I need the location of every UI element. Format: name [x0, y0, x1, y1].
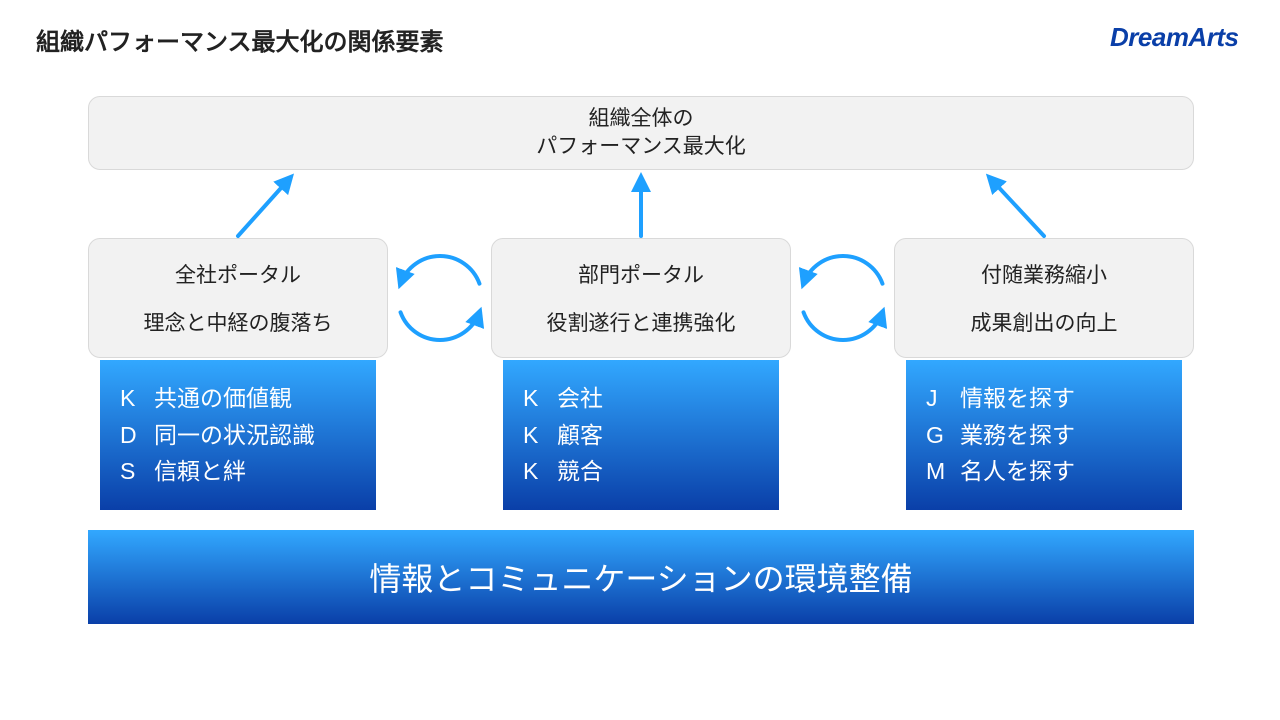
slide: 組織パフォーマンス最大化の関係要素 DreamArts 組織全体の パフォーマン… [0, 0, 1280, 720]
blue-1-row-0: K会社 [523, 380, 779, 417]
blue-0-row-1: D同一の状況認識 [120, 417, 376, 454]
pillar-2-line2: 成果創出の向上 [971, 307, 1118, 337]
pillar-1-line2: 役割遂行と連携強化 [547, 307, 736, 337]
blue-box-1: K会社 K顧客 K競合 [503, 360, 779, 510]
foundation-bar: 情報とコミュニケーションの環境整備 [88, 530, 1194, 624]
pillar-1-line1: 部門ポータル [578, 259, 704, 289]
blue-2-row-0: J情報を探す [926, 380, 1182, 417]
blue-0-row-2: S信頼と絆 [120, 453, 376, 490]
blue-1-row-2: K競合 [523, 453, 779, 490]
page-title: 組織パフォーマンス最大化の関係要素 [36, 22, 444, 57]
blue-box-2: J情報を探す G業務を探す M名人を探す [906, 360, 1182, 510]
pillar-0-line1: 全社ポータル [175, 259, 301, 289]
foundation-text: 情報とコミュニケーションの環境整備 [369, 554, 912, 600]
blue-box-0: K共通の価値観 D同一の状況認識 S信頼と絆 [100, 360, 376, 510]
blue-1-row-1: K顧客 [523, 417, 779, 454]
pillar-0-line2: 理念と中経の腹落ち [144, 307, 333, 337]
pillar-box-1: 部門ポータル 役割遂行と連携強化 [491, 238, 791, 358]
top-goal-line1: 組織全体の [589, 105, 694, 133]
top-goal-box: 組織全体の パフォーマンス最大化 [88, 96, 1194, 170]
blue-0-row-0: K共通の価値観 [120, 380, 376, 417]
blue-2-row-2: M名人を探す [926, 453, 1182, 490]
brand-logo: DreamArts [1110, 22, 1238, 53]
top-goal-line2: パフォーマンス最大化 [536, 133, 746, 161]
pillar-box-0: 全社ポータル 理念と中経の腹落ち [88, 238, 388, 358]
pillar-box-2: 付随業務縮小 成果創出の向上 [894, 238, 1194, 358]
pillar-2-line1: 付随業務縮小 [981, 259, 1107, 289]
blue-2-row-1: G業務を探す [926, 417, 1182, 454]
